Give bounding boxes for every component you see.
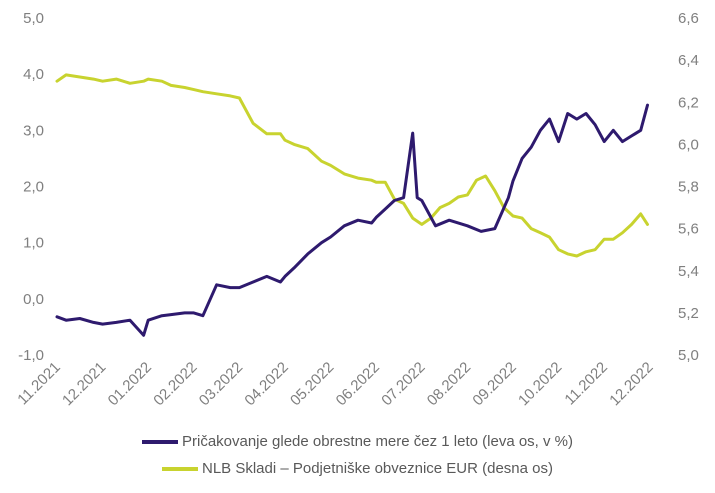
- right-axis: 5,0 5,2 5,4 5,6 5,8 6,0 6,2 6,4 6,6: [678, 10, 699, 364]
- x-tick-label: 07.2022: [378, 359, 428, 409]
- x-tick-label: 12.2022: [606, 359, 656, 409]
- left-tick-label: 4,0: [23, 66, 44, 83]
- right-tick-label: 6,0: [678, 136, 699, 153]
- right-tick-label: 5,8: [678, 179, 699, 196]
- x-tick-label: 04.2022: [241, 359, 291, 409]
- right-tick-label: 5,0: [678, 347, 699, 364]
- x-axis: 11.202112.202101.202202.202203.202204.20…: [14, 359, 656, 409]
- series-line-2: [55, 73, 649, 258]
- right-tick-label: 5,6: [678, 221, 699, 238]
- right-tick-label: 6,4: [678, 52, 699, 69]
- legend-swatch-series-1: [141, 439, 178, 444]
- legend-item-series-2: NLB Skladi – Podjetniške obveznice EUR (…: [0, 455, 715, 482]
- x-tick-label: 05.2022: [287, 359, 337, 409]
- series-lines: [55, 73, 649, 337]
- legend: Pričakovanje glede obrestne mere čez 1 l…: [0, 428, 715, 482]
- x-tick-label: 12.2021: [59, 359, 109, 409]
- right-tick-label: 6,6: [678, 10, 699, 27]
- left-tick-label: 2,0: [23, 179, 44, 196]
- right-tick-label: 5,2: [678, 305, 699, 322]
- legend-swatch-series-2: [161, 466, 198, 471]
- x-tick-label: 11.2022: [561, 359, 611, 409]
- series-line-1: [55, 103, 649, 337]
- x-tick-label: 08.2022: [424, 359, 474, 409]
- x-tick-label: 02.2022: [150, 359, 200, 409]
- left-tick-label: 0,0: [23, 291, 44, 308]
- x-tick-label: 06.2022: [333, 359, 383, 409]
- left-tick-label: 5,0: [23, 10, 44, 27]
- left-axis: -1,0 0,0 1,0 2,0 3,0 4,0 5,0: [18, 10, 44, 364]
- x-tick-label: 03.2022: [196, 359, 246, 409]
- right-tick-label: 6,2: [678, 94, 699, 111]
- right-tick-label: 5,4: [678, 263, 699, 280]
- x-tick-label: 10.2022: [515, 359, 565, 409]
- x-tick-label: 11.2021: [14, 359, 64, 409]
- legend-label-series-2: NLB Skladi – Podjetniške obveznice EUR (…: [201, 460, 553, 477]
- left-tick-label: -1,0: [18, 347, 44, 364]
- left-tick-label: 3,0: [23, 122, 44, 139]
- x-tick-label: 01.2022: [105, 359, 155, 409]
- legend-label-series-1: Pričakovanje glede obrestne mere čez 1 l…: [181, 433, 574, 450]
- x-tick-label: 09.2022: [469, 359, 519, 409]
- chart-svg: -1,0 0,0 1,0 2,0 3,0 4,0 5,0 5,0 5,2 5,4 5,6 5,8 6,…: [14, 10, 699, 409]
- left-tick-label: 1,0: [23, 235, 44, 252]
- legend-item-series-1: Pričakovanje glede obrestne mere čez 1 l…: [0, 428, 715, 455]
